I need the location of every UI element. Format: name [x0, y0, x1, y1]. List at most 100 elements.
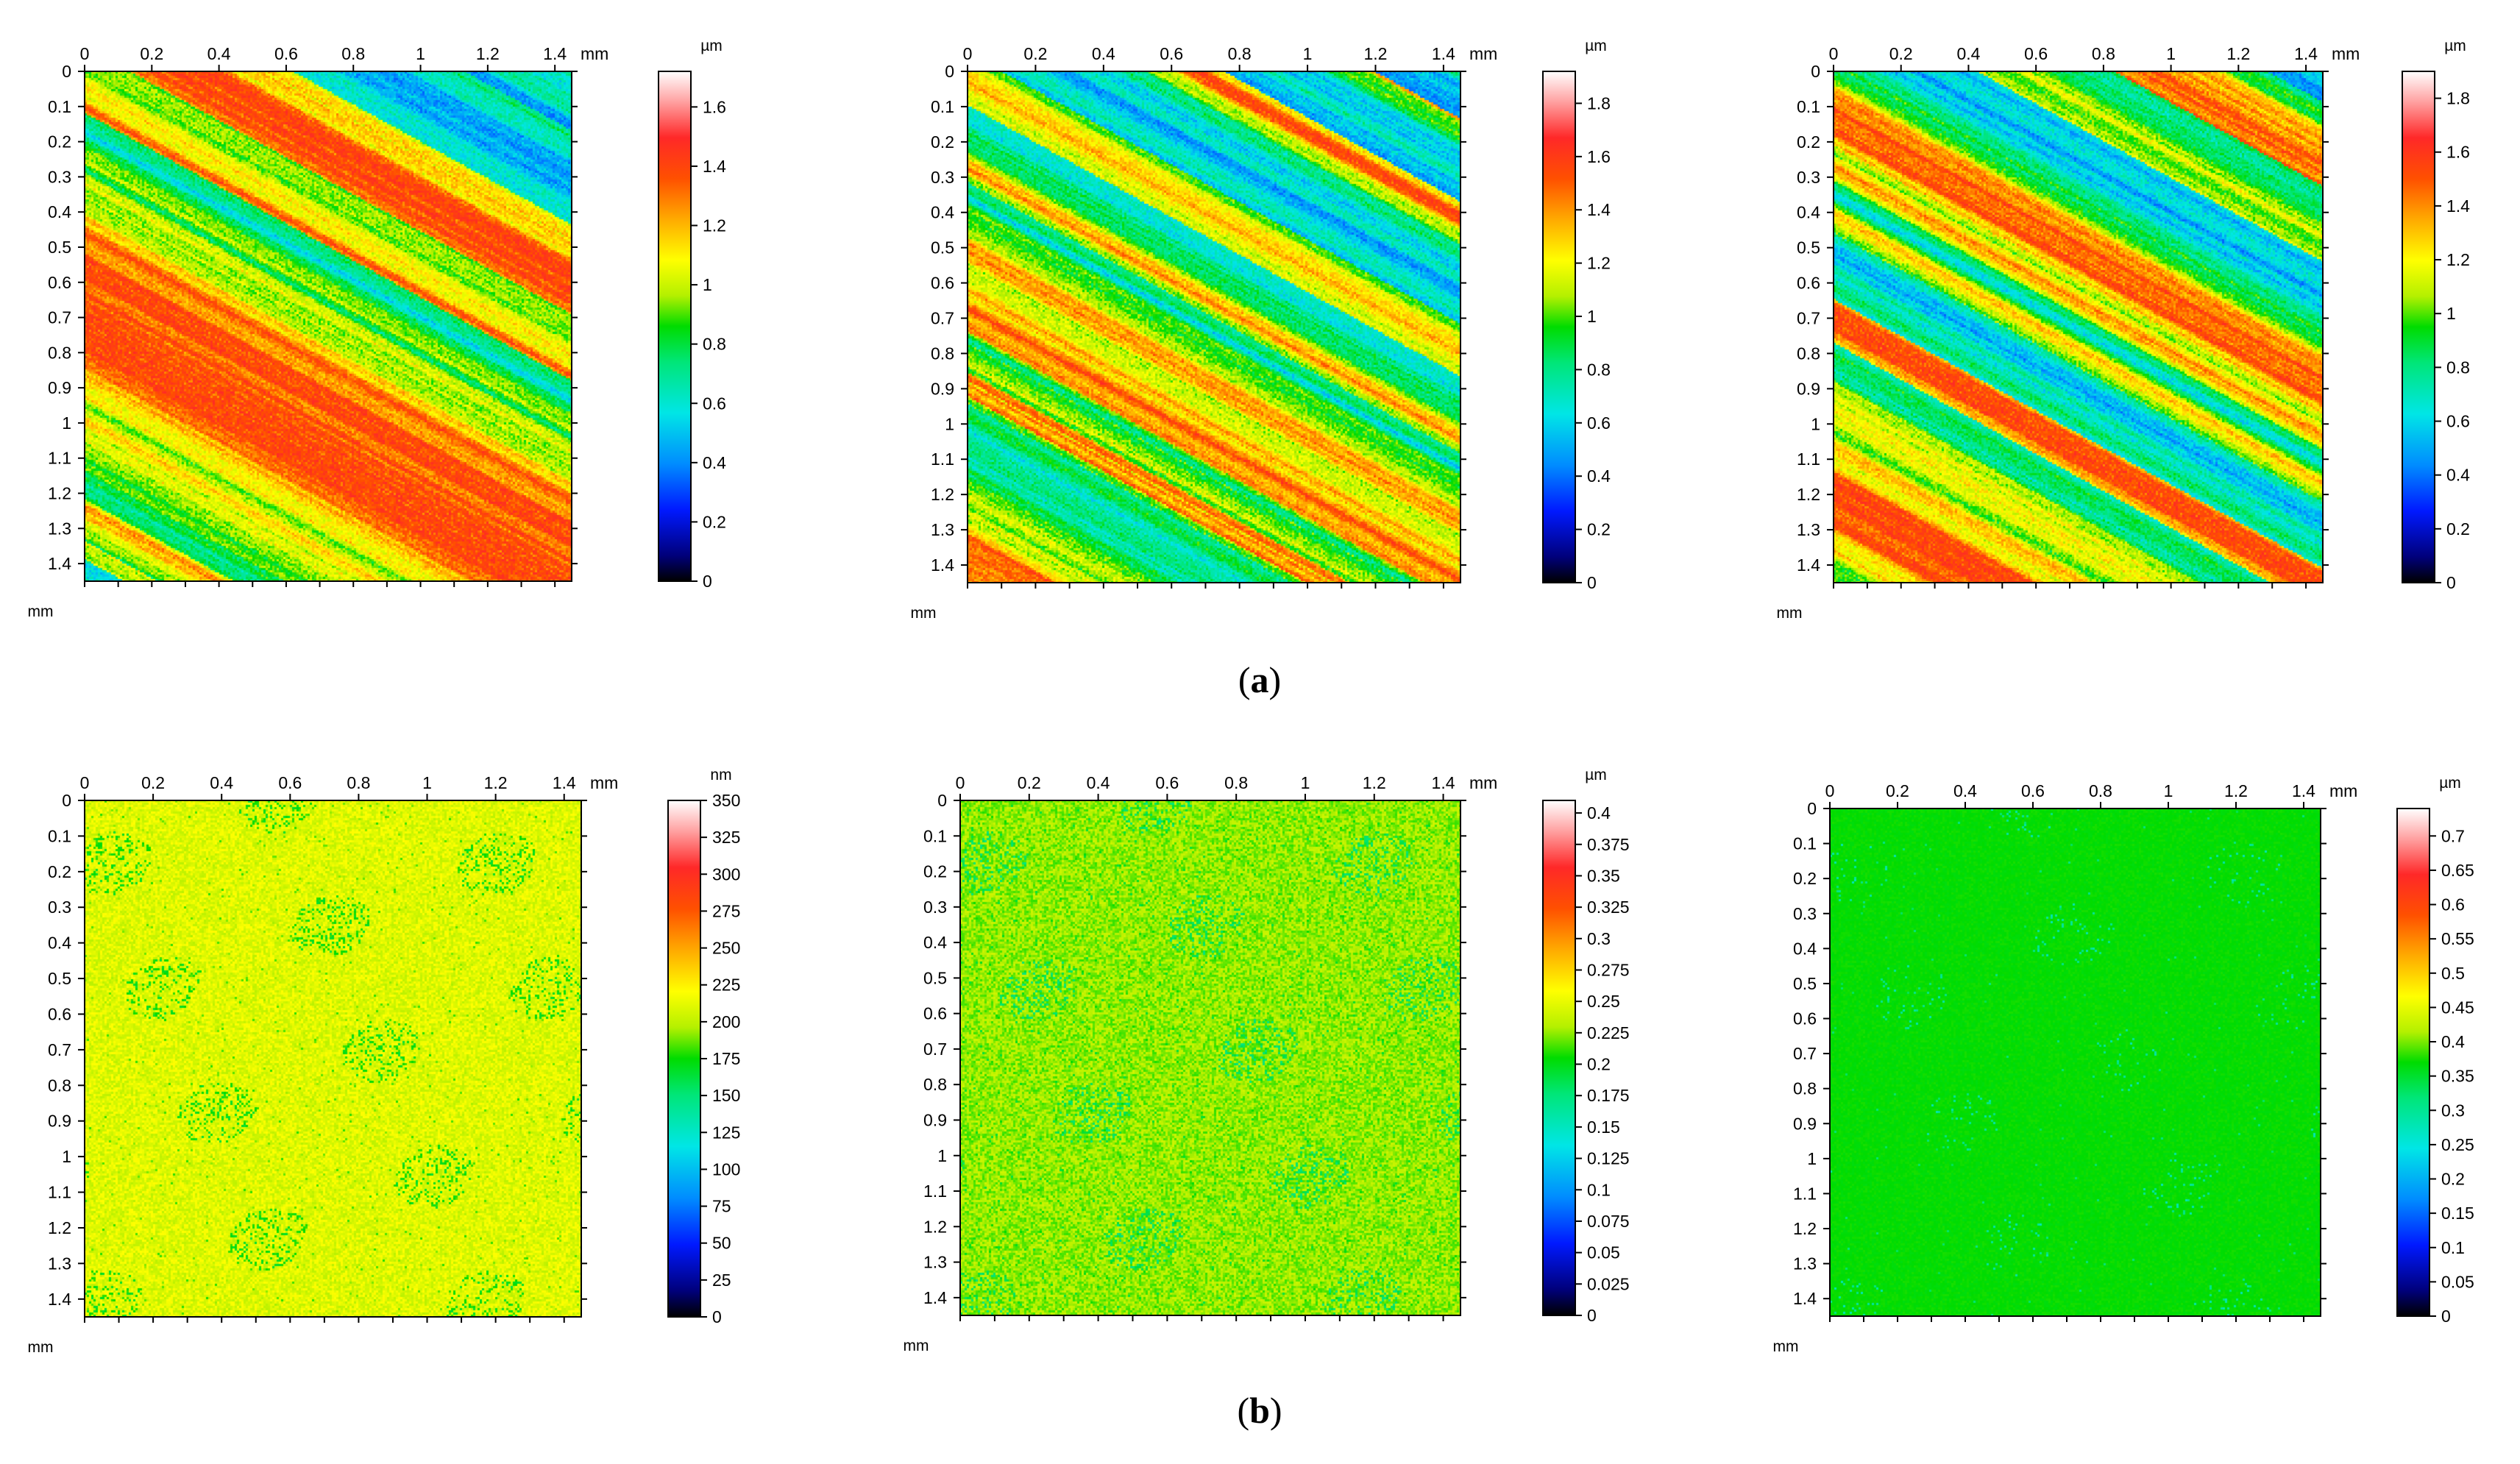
y-tick-label: 0.1 — [1793, 834, 1817, 853]
colorbar-tick-label: 0.1 — [1587, 1180, 1611, 1199]
x-tick-label: 1 — [2166, 44, 2176, 63]
y-tick-label: 1.3 — [931, 520, 954, 539]
y-tick-label: 1.3 — [1793, 1254, 1817, 1273]
colorbar-tick-label: 0.45 — [2441, 998, 2474, 1017]
colorbar-tick-label: 0 — [703, 572, 712, 591]
y-tick-label: 1 — [1811, 414, 1820, 433]
colorbar-unit: µm — [2439, 775, 2461, 792]
colorbar-unit: µm — [1585, 767, 1607, 783]
colorbar-tick-label: 0 — [1587, 1306, 1597, 1325]
y-tick-label: 1.4 — [931, 555, 954, 575]
colorbar-tick-label: 0.8 — [703, 335, 726, 354]
colorbar-tick-label: 0.65 — [2441, 861, 2474, 880]
x-tick-label: 1.4 — [1432, 44, 1455, 63]
colorbar-tick-label: 0.2 — [2446, 519, 2470, 539]
colorbar-unit: µm — [700, 38, 723, 54]
colorbar-tick-label: 0.375 — [1587, 835, 1630, 854]
y-tick-label: 0.3 — [48, 898, 71, 917]
x-axis-unit: mm — [1469, 773, 1497, 792]
y-tick-label: 0.8 — [48, 1076, 71, 1095]
colorbar-tick-label: 1.2 — [2446, 250, 2470, 269]
x-tick-label: 0.6 — [2024, 44, 2048, 63]
heatmap-panel-b3: 0 0.2 0.4 0.6 0.8 1 1.2 1.4 mm 0 0.1 0.2 0.3 0.4 0.5 0.… — [1773, 775, 2474, 1355]
colorbar-tick-label: 0 — [2441, 1307, 2451, 1326]
colorbar-tick-label: 0.7 — [2441, 826, 2465, 845]
y-tick-label: 0.1 — [923, 826, 947, 845]
colorbar-tick-label: 1.6 — [2446, 143, 2470, 162]
y-tick-label: 0.7 — [48, 1040, 71, 1059]
x-tick-label: 0.4 — [1956, 44, 1980, 63]
colorbar-tick-label: 0.6 — [2441, 895, 2465, 914]
y-tick-label: 0.7 — [1797, 309, 1820, 328]
x-axis-unit: mm — [590, 773, 618, 792]
x-tick-label: 1 — [422, 773, 432, 792]
y-tick-label: 0.1 — [48, 826, 71, 845]
colorbar-tick-label: 275 — [712, 901, 740, 920]
colorbar-tick-label: 0.4 — [2441, 1032, 2465, 1051]
y-axis-unit: mm — [904, 1337, 929, 1354]
heatmap-panel-b2: 0 0.2 0.4 0.6 0.8 1 1.2 1.4 mm 0 0.1 0.2 0.3 0.4 0.5 0.… — [904, 767, 1630, 1354]
y-tick-label: 0.6 — [48, 1004, 71, 1023]
y-tick-label: 0 — [62, 62, 71, 81]
x-tick-label: 0 — [1825, 781, 1835, 800]
colorbar-tick-label: 0.2 — [1587, 1055, 1611, 1074]
colorbar-tick-label: 225 — [712, 976, 740, 995]
colorbar — [658, 71, 692, 582]
x-tick-label: 1.2 — [484, 773, 508, 792]
y-tick-label: 0.1 — [931, 97, 954, 116]
y-tick-label: 1.3 — [1797, 520, 1820, 539]
x-tick-label: 0.2 — [141, 773, 165, 792]
y-axis-unit: mm — [1773, 1338, 1799, 1355]
x-tick-label: 0.8 — [1224, 773, 1248, 792]
colorbar — [2396, 808, 2430, 1317]
colorbar-tick-label: 0.25 — [2441, 1135, 2474, 1154]
colorbar-tick-label: 0.225 — [1587, 1023, 1630, 1042]
y-tick-label: 1.3 — [48, 519, 71, 538]
y-tick-label: 1.4 — [923, 1288, 947, 1307]
x-tick-label: 0.2 — [1889, 44, 1913, 63]
y-tick-label: 0.3 — [48, 167, 71, 186]
colorbar-unit: µm — [2444, 38, 2466, 54]
y-axis-unit: mm — [911, 605, 937, 622]
colorbar-tick-label: 1.8 — [1587, 93, 1611, 113]
colorbar-tick-label: 1.2 — [1587, 254, 1611, 273]
y-tick-label: 0.5 — [1797, 238, 1820, 257]
colorbar-tick-label: 300 — [712, 864, 740, 884]
y-tick-label: 0 — [1811, 62, 1820, 81]
colorbar-tick-label: 1 — [1587, 307, 1597, 326]
colorbar-tick-label: 0.05 — [2441, 1272, 2474, 1291]
heatmap-frame — [1833, 71, 2324, 583]
y-tick-label: 0.2 — [931, 132, 954, 152]
colorbar-tick-label: 1.4 — [1587, 200, 1611, 219]
colorbar-tick-label: 0.4 — [703, 453, 726, 472]
x-tick-label: 0.6 — [1160, 44, 1183, 63]
y-tick-label: 1 — [937, 1146, 947, 1165]
y-tick-label: 1 — [62, 413, 71, 433]
colorbar-tick-label: 0.2 — [703, 512, 726, 531]
colorbar-tick-label: 0.8 — [2446, 358, 2470, 377]
y-tick-label: 0.9 — [48, 1112, 71, 1131]
heatmap-panel-a2: 0 0.2 0.4 0.6 0.8 1 1.2 1.4 mm 0 0.1 0.2 0.3 0.4 0.5 0.… — [911, 38, 1611, 622]
x-tick-label: 0 — [1829, 44, 1839, 63]
y-tick-label: 1.3 — [48, 1254, 71, 1273]
colorbar-tick-label: 1.4 — [703, 157, 726, 176]
y-tick-label: 0.2 — [1797, 132, 1820, 152]
x-tick-label: 1.4 — [1432, 773, 1455, 792]
colorbar-tick-label: 0.1 — [2441, 1238, 2465, 1257]
colorbar-tick-label: 0.15 — [2441, 1204, 2474, 1223]
colorbar — [2402, 71, 2435, 583]
y-tick-label: 1.4 — [48, 1290, 71, 1309]
colorbar-tick-label: 0.025 — [1587, 1274, 1630, 1293]
y-tick-label: 1 — [945, 414, 954, 433]
colorbar-tick-label: 0.4 — [2446, 466, 2470, 485]
colorbar-tick-label: 0.325 — [1587, 898, 1630, 917]
x-axis-unit: mm — [2329, 781, 2357, 800]
x-tick-label: 0.6 — [2021, 781, 2045, 800]
x-tick-label: 1.2 — [2226, 44, 2250, 63]
y-tick-label: 1.2 — [1793, 1219, 1817, 1238]
colorbar-tick-label: 250 — [712, 939, 740, 958]
x-tick-label: 0 — [80, 773, 90, 792]
y-tick-label: 0.3 — [1797, 168, 1820, 187]
colorbar-tick-label: 125 — [712, 1123, 740, 1142]
y-tick-label: 0 — [1807, 799, 1817, 818]
